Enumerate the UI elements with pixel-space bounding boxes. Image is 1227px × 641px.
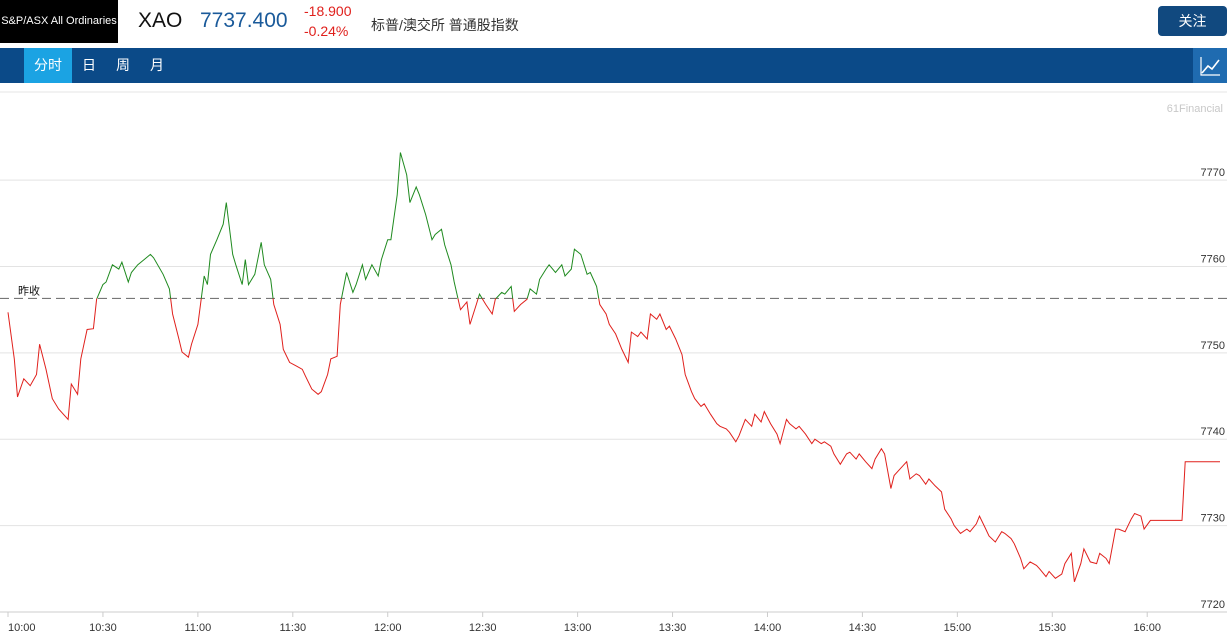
- symbol: XAO: [138, 9, 183, 32]
- x-tick-label: 11:00: [185, 622, 212, 634]
- x-tick-label: 14:00: [754, 622, 782, 634]
- x-tick-label: 11:30: [279, 622, 306, 634]
- y-tick-label: 7760: [1201, 253, 1225, 265]
- x-tick-label: 12:30: [469, 622, 497, 634]
- tab-bar: 分时 日 周 月: [0, 48, 1227, 83]
- x-tick-label: 14:30: [849, 622, 877, 634]
- x-tick-label: 16:00: [1133, 622, 1161, 634]
- y-tick-label: 7750: [1201, 340, 1225, 352]
- tab[interactable]: 日: [82, 57, 96, 73]
- tab[interactable]: 周: [116, 57, 130, 73]
- y-tick-label: 7770: [1201, 167, 1225, 179]
- tab[interactable]: 分时: [24, 48, 72, 83]
- tab[interactable]: 月: [150, 57, 164, 73]
- x-tick-label: 10:30: [89, 622, 117, 634]
- header: S&P/ASX All Ordinaries XAO 7737.400 -18.…: [0, 0, 1227, 44]
- price: 7737.400: [200, 9, 288, 32]
- y-tick-label: 7720: [1201, 599, 1225, 611]
- chart-icon[interactable]: [1193, 48, 1227, 83]
- follow-button[interactable]: 关注: [1158, 6, 1227, 36]
- description: 标普/澳交所 普通股指数: [371, 17, 519, 33]
- y-tick-label: 7730: [1201, 513, 1225, 525]
- prev-close-label: 昨收: [18, 283, 40, 297]
- x-tick-label: 13:00: [564, 622, 592, 634]
- y-tick-label: 7740: [1201, 426, 1225, 438]
- price-line: [7, 152, 1220, 582]
- change-pct: -0.24%: [304, 23, 349, 39]
- x-tick-label: 15:30: [1039, 622, 1067, 634]
- icon: [1200, 57, 1220, 76]
- index-name: S&P/ASX All Ordinaries: [0, 0, 118, 43]
- watermark: 61Financial: [1167, 103, 1223, 115]
- x-tick-label: 12:00: [374, 622, 402, 634]
- x-tick-label: 10:00: [8, 622, 36, 634]
- x-tick-label: 13:30: [659, 622, 687, 634]
- x-tick-label: 15:00: [944, 622, 972, 634]
- change: -18.900: [304, 3, 352, 19]
